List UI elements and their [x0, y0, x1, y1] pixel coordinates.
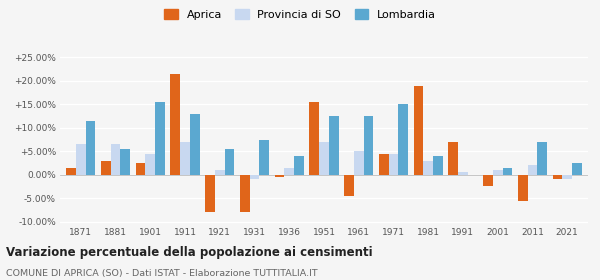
Bar	[224, 149, 235, 175]
Bar	[493, 170, 503, 175]
Bar	[518, 175, 527, 200]
Bar	[483, 175, 493, 186]
Bar	[319, 142, 329, 175]
Bar	[101, 161, 111, 175]
Bar	[310, 102, 319, 175]
Bar	[205, 175, 215, 212]
Text: Variazione percentuale della popolazione ai censimenti: Variazione percentuale della popolazione…	[6, 246, 373, 259]
Bar	[562, 175, 572, 179]
Bar	[389, 154, 398, 175]
Bar	[145, 154, 155, 175]
Bar	[111, 144, 121, 175]
Bar	[379, 154, 389, 175]
Bar	[155, 102, 165, 175]
Bar	[458, 172, 468, 175]
Bar	[329, 116, 338, 175]
Bar	[448, 142, 458, 175]
Bar	[136, 163, 145, 175]
Bar	[364, 116, 373, 175]
Bar	[527, 165, 537, 175]
Bar	[121, 149, 130, 175]
Bar	[537, 142, 547, 175]
Bar	[180, 142, 190, 175]
Bar	[170, 74, 180, 175]
Bar	[190, 114, 200, 175]
Bar	[275, 175, 284, 177]
Bar	[433, 156, 443, 175]
Bar	[413, 86, 424, 175]
Bar	[259, 139, 269, 175]
Legend: Aprica, Provincia di SO, Lombardia: Aprica, Provincia di SO, Lombardia	[161, 6, 439, 23]
Bar	[344, 175, 354, 196]
Bar	[572, 163, 582, 175]
Bar	[215, 170, 224, 175]
Bar	[503, 168, 512, 175]
Bar	[354, 151, 364, 175]
Bar	[398, 104, 408, 175]
Bar	[66, 168, 76, 175]
Bar	[553, 175, 562, 179]
Bar	[76, 144, 86, 175]
Bar	[284, 168, 294, 175]
Bar	[250, 175, 259, 179]
Bar	[294, 156, 304, 175]
Bar	[424, 161, 433, 175]
Text: COMUNE DI APRICA (SO) - Dati ISTAT - Elaborazione TUTTITALIA.IT: COMUNE DI APRICA (SO) - Dati ISTAT - Ela…	[6, 269, 317, 278]
Bar	[86, 121, 95, 175]
Bar	[240, 175, 250, 212]
